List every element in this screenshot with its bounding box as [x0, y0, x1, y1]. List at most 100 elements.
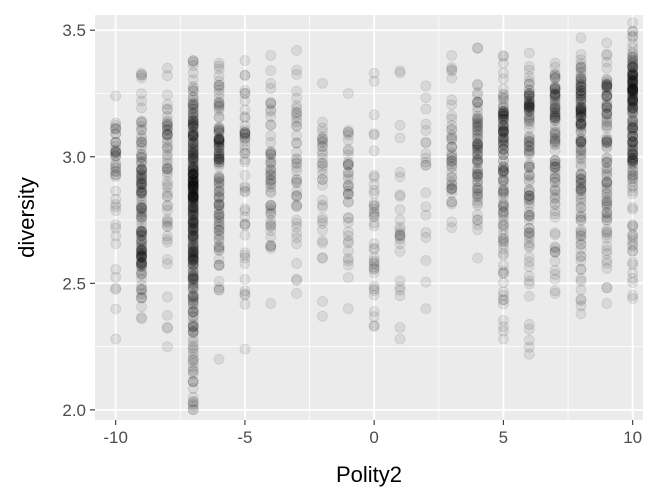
- data-point: [369, 129, 379, 139]
- data-point: [602, 136, 612, 146]
- data-point: [602, 121, 612, 131]
- x-tick-label: -5: [237, 428, 252, 447]
- y-tick-label: 3.5: [62, 21, 86, 40]
- data-point: [473, 158, 483, 168]
- data-point: [628, 31, 638, 41]
- data-point: [214, 123, 224, 133]
- data-point: [421, 255, 431, 265]
- data-point: [498, 145, 508, 155]
- data-point: [162, 192, 172, 202]
- data-point: [162, 322, 172, 332]
- data-point: [550, 228, 560, 238]
- data-point: [473, 43, 483, 53]
- data-point: [188, 290, 198, 300]
- data-point: [395, 68, 405, 78]
- data-point: [188, 254, 198, 264]
- data-point: [266, 51, 276, 61]
- data-point: [240, 170, 250, 180]
- data-point: [524, 335, 534, 345]
- data-point: [369, 312, 379, 322]
- data-point: [498, 237, 508, 247]
- data-point: [317, 225, 327, 235]
- data-point: [214, 285, 224, 295]
- data-point: [162, 205, 172, 215]
- data-point: [111, 158, 121, 168]
- data-point: [628, 159, 638, 169]
- data-point: [343, 197, 353, 207]
- data-point: [524, 319, 534, 329]
- data-point: [550, 82, 560, 92]
- data-point: [137, 302, 147, 312]
- data-point: [498, 220, 508, 230]
- data-point: [214, 64, 224, 74]
- data-point: [498, 278, 508, 288]
- data-point: [266, 170, 276, 180]
- data-point: [447, 62, 457, 72]
- data-point: [111, 186, 121, 196]
- data-point: [369, 76, 379, 86]
- data-point: [421, 202, 431, 212]
- data-point: [576, 33, 586, 43]
- data-point: [317, 311, 327, 321]
- data-point: [317, 78, 327, 88]
- data-point: [628, 189, 638, 199]
- data-point: [602, 57, 612, 67]
- data-point: [214, 354, 224, 364]
- data-point: [343, 217, 353, 227]
- data-point: [602, 255, 612, 265]
- x-tick-label: -10: [103, 428, 128, 447]
- data-point: [111, 147, 121, 157]
- data-point: [188, 121, 198, 131]
- data-point: [447, 120, 457, 130]
- data-point: [628, 87, 638, 97]
- data-point: [524, 291, 534, 301]
- data-point: [473, 115, 483, 125]
- data-point: [524, 72, 534, 82]
- data-point: [498, 295, 508, 305]
- data-point: [550, 128, 560, 138]
- y-axis-title: diversity: [14, 177, 39, 258]
- data-point: [292, 191, 302, 201]
- data-point: [214, 80, 224, 90]
- data-point: [240, 286, 250, 296]
- data-point: [111, 304, 121, 314]
- data-point: [550, 274, 560, 284]
- data-point: [137, 269, 147, 279]
- data-point: [240, 70, 250, 80]
- data-point: [602, 299, 612, 309]
- data-point: [524, 262, 534, 272]
- data-point: [317, 132, 327, 142]
- data-point: [628, 102, 638, 112]
- data-point: [576, 91, 586, 101]
- data-point: [214, 112, 224, 122]
- data-point: [576, 295, 586, 305]
- data-point: [369, 281, 379, 291]
- data-point: [524, 223, 534, 233]
- data-point: [628, 202, 638, 212]
- data-point: [628, 136, 638, 146]
- data-point: [576, 285, 586, 295]
- data-point: [111, 172, 121, 182]
- data-point: [162, 90, 172, 100]
- data-point: [421, 104, 431, 114]
- data-point: [498, 162, 508, 172]
- data-point: [602, 177, 612, 187]
- data-point: [240, 299, 250, 309]
- data-point: [214, 245, 224, 255]
- x-axis: -10 -5 0 5 10: [103, 420, 642, 447]
- x-tick-label: 10: [623, 428, 642, 447]
- data-point: [524, 159, 534, 169]
- data-point: [395, 323, 405, 333]
- data-point: [266, 182, 276, 192]
- data-point: [498, 188, 508, 198]
- data-point: [266, 201, 276, 211]
- data-point: [188, 241, 198, 251]
- data-point: [343, 125, 353, 135]
- data-point: [292, 138, 302, 148]
- data-point: [550, 242, 560, 252]
- data-point: [421, 188, 431, 198]
- data-point: [421, 119, 431, 129]
- data-point: [266, 97, 276, 107]
- data-point: [240, 113, 250, 123]
- data-point: [498, 177, 508, 187]
